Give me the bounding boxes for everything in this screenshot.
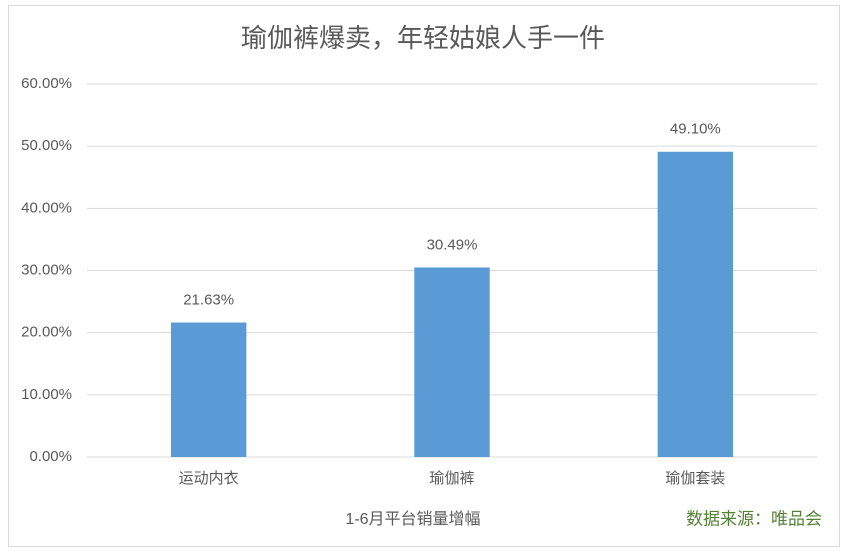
y-tick-label: 20.00% [21, 324, 72, 341]
y-tick-label: 40.00% [21, 199, 72, 216]
y-tick-label: 0.00% [29, 448, 72, 465]
source-note: 数据来源：唯品会 [686, 509, 822, 528]
value-label: 30.49% [427, 236, 478, 253]
y-tick-label: 50.00% [21, 137, 72, 154]
y-tick-label: 10.00% [21, 386, 72, 403]
x-axis-label: 1-6月平台销量增幅 [345, 510, 480, 528]
x-tick-label: 瑜伽套装 [665, 470, 725, 487]
x-tick-label: 瑜伽裤 [429, 470, 474, 487]
y-tick-label: 30.00% [21, 261, 72, 278]
value-label: 21.63% [183, 292, 234, 309]
bar [657, 151, 734, 458]
bar [170, 322, 247, 457]
y-tick-label: 60.00% [21, 75, 72, 92]
chart-title: 瑜伽裤爆卖，年轻姑娘人手一件 [241, 23, 605, 53]
x-tick-label: 运动内衣 [179, 470, 239, 487]
value-label: 49.10% [670, 121, 721, 138]
bar [414, 267, 490, 457]
